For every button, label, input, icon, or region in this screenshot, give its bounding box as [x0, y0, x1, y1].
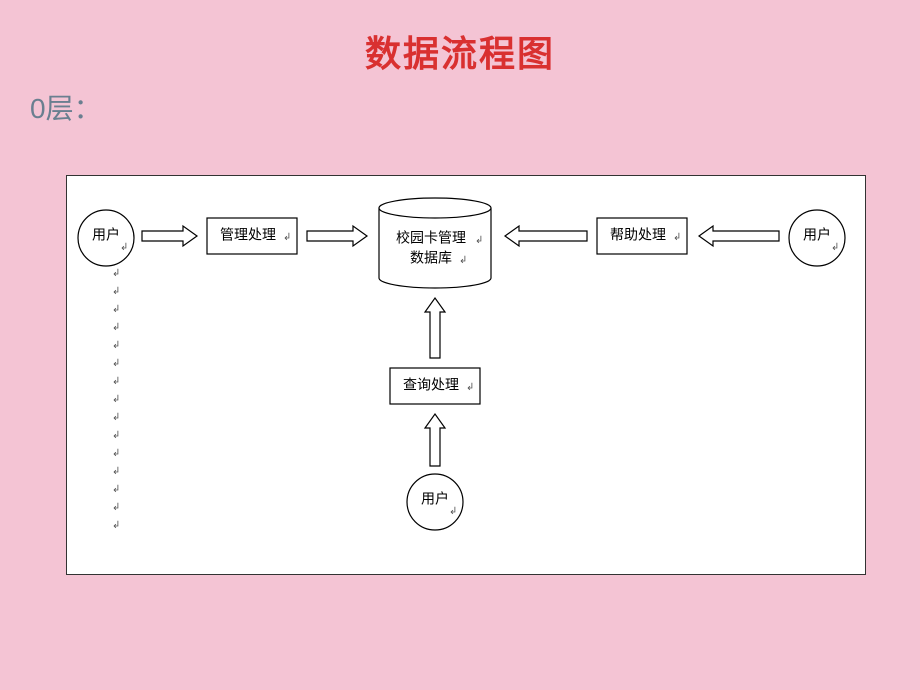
node-user-right: 用户↲: [789, 210, 845, 266]
svg-text:↲: ↲: [831, 242, 839, 253]
svg-text:↲: ↲: [459, 255, 467, 266]
svg-text:数据库: 数据库: [410, 250, 452, 266]
svg-text:校园卡管理: 校园卡管理: [396, 230, 466, 246]
svg-text:↲: ↲: [112, 394, 120, 405]
node-user-left: 用户↲: [78, 210, 134, 266]
svg-text:↲: ↲: [673, 232, 681, 243]
svg-text:↲: ↲: [112, 358, 120, 369]
svg-text:↲: ↲: [283, 232, 291, 243]
svg-text:用户: 用户: [803, 227, 831, 243]
svg-text:↲: ↲: [112, 286, 120, 297]
diagram-panel: 用户↲管理处理↲校园卡管理↲数据库↲帮助处理↲用户↲查询处理↲用户↲ ↲↲↲↲↲…: [66, 175, 866, 575]
svg-text:↲: ↲: [449, 506, 457, 517]
svg-text:↲: ↲: [112, 448, 120, 459]
edge-database-proc-help: [505, 226, 587, 246]
edge-proc-manage-database: [307, 226, 367, 246]
svg-text:↲: ↲: [112, 430, 120, 441]
svg-text:↲: ↲: [112, 520, 120, 531]
svg-text:↲: ↲: [112, 304, 120, 315]
svg-text:↲: ↲: [112, 484, 120, 495]
node-proc-query: 查询处理 ↲: [390, 368, 480, 404]
page-title: 数据流程图: [0, 0, 920, 77]
svg-text:↲: ↲: [112, 376, 120, 387]
svg-text:↲: ↲: [120, 242, 128, 253]
nodes-layer: 用户↲管理处理↲校园卡管理↲数据库↲帮助处理↲用户↲查询处理↲用户↲: [78, 198, 845, 530]
svg-text:查询处理: 查询处理: [403, 377, 459, 393]
page-subtitle: 0层：: [0, 77, 920, 127]
svg-text:管理处理: 管理处理: [220, 227, 276, 243]
svg-text:↲: ↲: [112, 340, 120, 351]
flowchart-svg: 用户↲管理处理↲校园卡管理↲数据库↲帮助处理↲用户↲查询处理↲用户↲ ↲↲↲↲↲…: [67, 176, 867, 576]
svg-text:↲: ↲: [112, 466, 120, 477]
node-proc-manage: 管理处理 ↲: [207, 218, 297, 254]
edge-user-left-proc-manage: [142, 226, 197, 246]
svg-text:↲: ↲: [112, 412, 120, 423]
svg-text:↲: ↲: [112, 502, 120, 513]
svg-text:↲: ↲: [475, 235, 483, 246]
svg-text:用户: 用户: [92, 227, 120, 243]
node-proc-help: 帮助处理 ↲: [597, 218, 687, 254]
svg-text:↲: ↲: [466, 382, 474, 393]
edge-user-bottom-proc-query: [425, 414, 445, 466]
edge-proc-help-user-right: [699, 226, 779, 246]
edge-proc-query-database: [425, 298, 445, 358]
svg-text:用户: 用户: [421, 491, 449, 507]
node-user-bottom: 用户↲: [407, 474, 463, 530]
svg-text:帮助处理: 帮助处理: [610, 227, 666, 243]
paragraph-marks: ↲ ↲ ↲ ↲ ↲ ↲ ↲ ↲ ↲ ↲ ↲ ↲ ↲ ↲ ↲: [112, 268, 120, 531]
svg-text:↲: ↲: [112, 268, 120, 279]
node-database: 校园卡管理 ↲ 数据库 ↲: [379, 198, 491, 288]
svg-text:↲: ↲: [112, 322, 120, 333]
